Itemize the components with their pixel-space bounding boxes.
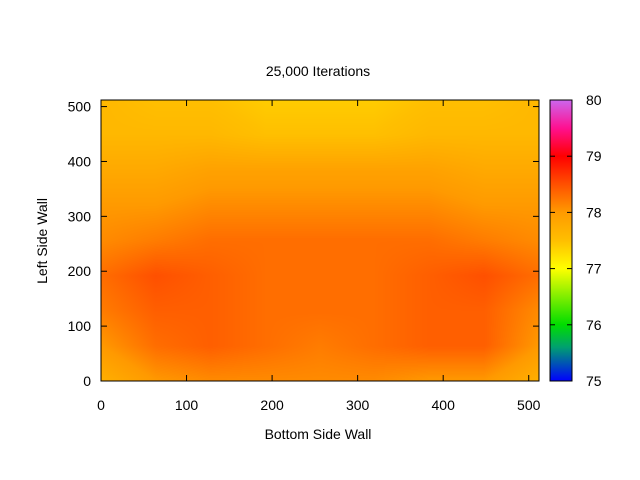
colorbar-tick-label: 80 <box>586 92 602 108</box>
heatmap-surface <box>101 100 539 381</box>
y-axis-title: Left Side Wall <box>34 198 50 284</box>
x-axis-title: Bottom Side Wall <box>265 426 372 442</box>
chart-title: 25,000 Iterations <box>266 63 370 79</box>
x-tick-label: 200 <box>260 397 284 413</box>
y-tick-label: 500 <box>68 99 92 115</box>
colorbar-ticks: 75 76 77 78 79 80 <box>550 92 602 389</box>
x-tick-label: 400 <box>432 397 456 413</box>
y-tick-label: 300 <box>68 208 92 224</box>
plot-border <box>100 99 540 382</box>
x-tick-label: 100 <box>175 397 199 413</box>
x-tick-label: 500 <box>517 397 541 413</box>
x-axis: 0 100 200 300 400 500 <box>97 100 541 413</box>
y-tick-label: 400 <box>68 153 92 169</box>
y-tick-label: 100 <box>68 318 92 334</box>
x-tick-label: 0 <box>97 397 105 413</box>
colorbar-tick-label: 76 <box>586 317 602 333</box>
y-tick-label: 0 <box>83 373 91 389</box>
y-tick-label: 200 <box>68 263 92 279</box>
colorbar-tick-label: 77 <box>586 261 602 277</box>
plot-area <box>100 99 540 382</box>
x-tick-label: 300 <box>346 397 370 413</box>
colorbar-tick-label: 78 <box>586 204 602 220</box>
colorbar: 75 76 77 78 79 80 <box>549 92 602 389</box>
colorbar-gradient <box>550 100 572 381</box>
y-axis: 0 100 200 300 400 500 <box>68 99 539 389</box>
colorbar-tick-label: 79 <box>586 148 602 164</box>
colorbar-tick-label: 75 <box>586 373 602 389</box>
colorbar-border <box>549 99 573 382</box>
